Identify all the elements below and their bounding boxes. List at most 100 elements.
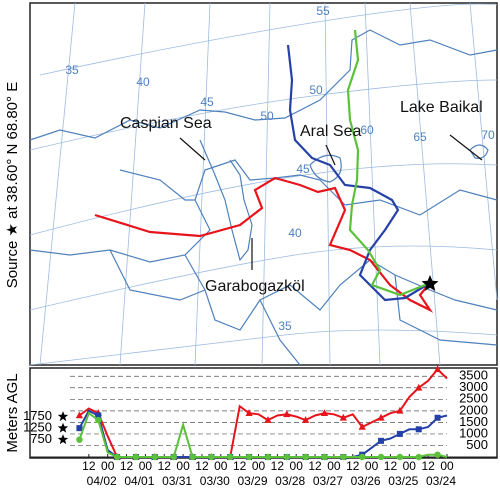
marker <box>358 423 366 430</box>
marker <box>377 413 385 421</box>
marker <box>396 406 404 414</box>
marker <box>95 416 102 424</box>
marker <box>264 453 272 461</box>
date-label: 03/24 <box>426 474 456 488</box>
marker <box>302 416 310 423</box>
date-label: 03/25 <box>388 474 418 488</box>
grid-label: 40 <box>288 226 302 240</box>
marker <box>415 453 422 461</box>
marker <box>283 453 290 461</box>
x-tick-label: 12 <box>120 459 134 473</box>
date-label: 03/28 <box>275 474 305 488</box>
x-tick-label: 12 <box>308 459 322 473</box>
place-label: Caspian Sea <box>120 115 212 132</box>
marker <box>340 453 347 461</box>
place-label: Garabogazköl <box>205 278 305 295</box>
marker <box>434 414 441 421</box>
y-tick-label: 1500 <box>459 414 488 429</box>
blue-trajectory <box>286 44 431 302</box>
x-tick-label: 12 <box>384 459 398 473</box>
marker <box>75 411 84 419</box>
date-label: 03/30 <box>200 474 230 488</box>
start-height-label: 750 <box>30 431 52 446</box>
source-label: Source ★ at 38.60° N 68.80° E <box>4 82 21 288</box>
marker <box>358 453 366 461</box>
red-trajectory <box>94 176 434 313</box>
date-label: 04/02 <box>87 474 117 488</box>
marker <box>415 426 422 433</box>
height-line <box>78 411 448 458</box>
date-label: 03/26 <box>351 474 381 488</box>
y-tick-label: 2000 <box>459 402 488 417</box>
trajectories <box>94 29 439 313</box>
x-tick-label: 12 <box>421 459 435 473</box>
date-label: 03/31 <box>162 474 192 488</box>
y-tick-label: 2500 <box>459 391 488 406</box>
grid-label: 65 <box>413 130 427 144</box>
green-trajectory <box>346 29 431 297</box>
x-tick-label: 00 <box>101 459 115 473</box>
x-tick-label: 00 <box>290 459 304 473</box>
height-frame <box>29 367 498 459</box>
start-star <box>57 422 69 433</box>
x-tick-label: 00 <box>365 459 379 473</box>
marker <box>132 453 140 461</box>
y-tick-label: 500 <box>466 437 488 452</box>
marker <box>433 365 442 373</box>
marker <box>320 409 329 416</box>
source-star <box>421 275 439 291</box>
x-tick-label: 00 <box>327 459 341 473</box>
borders <box>29 29 498 366</box>
grid-label: 50 <box>309 83 323 97</box>
start-star <box>57 434 69 445</box>
grid-label: 60 <box>360 123 374 137</box>
x-tick-label: 12 <box>82 459 96 473</box>
x-tick-label: 12 <box>346 459 360 473</box>
marker <box>208 453 215 461</box>
annotation-arrows <box>179 134 483 270</box>
marker <box>396 430 403 437</box>
grid-label: 45 <box>200 95 214 109</box>
date-label: 03/29 <box>237 474 267 488</box>
start-height-label: 1750 <box>23 408 52 423</box>
grid-label: 40 <box>136 75 150 89</box>
marker <box>377 453 385 461</box>
marker <box>302 453 309 461</box>
marker <box>151 453 159 461</box>
x-tick-label: 00 <box>252 459 266 473</box>
x-tick-label: 00 <box>214 459 228 473</box>
marker <box>245 409 253 416</box>
marker <box>434 451 441 458</box>
x-tick-label: 00 <box>176 459 190 473</box>
x-tick-label: 12 <box>233 459 247 473</box>
y-tick-label: 1000 <box>459 425 488 440</box>
x-tick-label: 00 <box>440 459 454 473</box>
place-label: Lake Baikal <box>400 99 483 116</box>
marker <box>264 416 272 423</box>
marker <box>189 453 196 461</box>
x-tick-label: 00 <box>139 459 153 473</box>
marker <box>113 453 121 461</box>
marker <box>227 453 234 461</box>
marker <box>378 437 385 444</box>
x-tick-label: 12 <box>271 459 285 473</box>
date-label: 04/01 <box>124 474 154 488</box>
x-tick-label: 12 <box>158 459 172 473</box>
marker <box>415 383 423 391</box>
place-label: Aral Sea <box>300 123 361 140</box>
marker <box>95 412 102 419</box>
marker <box>321 453 328 461</box>
grid-label: 35 <box>65 63 79 77</box>
start-height-label: 1250 <box>23 420 52 435</box>
marker <box>339 413 347 421</box>
grid-label: 50 <box>260 109 274 123</box>
date-label: 03/27 <box>313 474 343 488</box>
marker <box>170 453 177 461</box>
y-tick-label: 3500 <box>459 368 488 383</box>
x-tick-label: 12 <box>195 459 209 473</box>
grid-label: 55 <box>316 4 330 18</box>
start-star <box>57 411 69 422</box>
marker <box>76 436 83 443</box>
marker <box>283 410 291 418</box>
